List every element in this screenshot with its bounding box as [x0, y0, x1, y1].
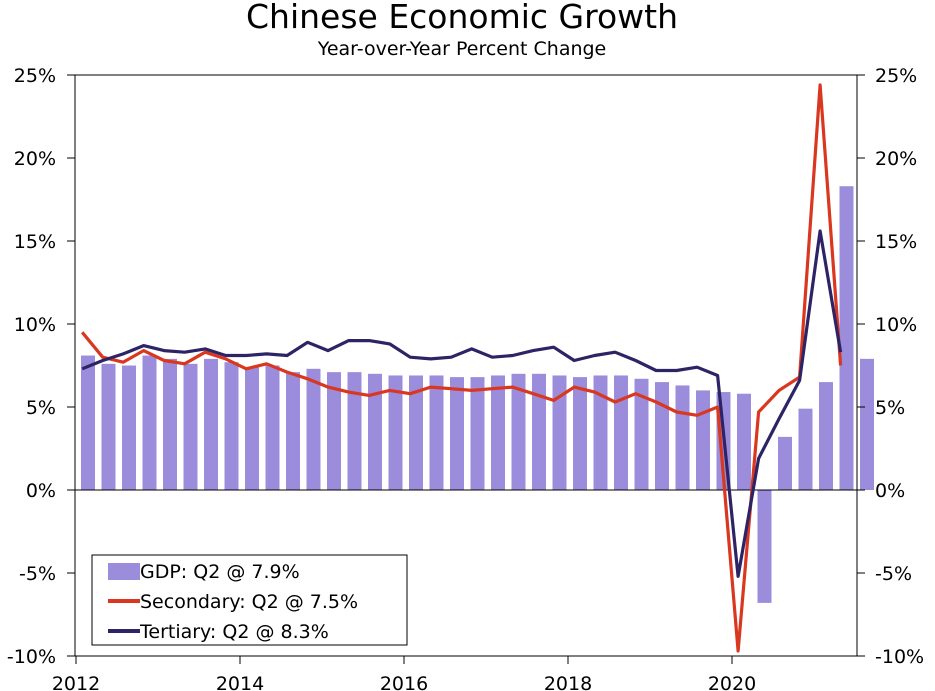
gdp-bar	[696, 390, 710, 490]
legend-tertiary-label: Tertiary: Q2 @ 8.3%	[139, 621, 329, 643]
y-tick-label-left: -10%	[7, 646, 56, 668]
y-tick-label-right: 15%	[875, 231, 917, 253]
gdp-bar	[819, 382, 833, 490]
gdp-bar	[593, 375, 608, 490]
gdp-bar	[675, 385, 690, 490]
y-tick-label-left: -5%	[19, 563, 56, 585]
gdp-bar	[183, 363, 198, 490]
gdp-bar	[798, 408, 813, 490]
gdp-bar	[368, 373, 382, 490]
tertiary-line	[81, 229, 843, 578]
gdp-bar	[409, 375, 423, 490]
y-tick-label-left: 5%	[26, 397, 56, 419]
y-tick-label-right: 0%	[875, 480, 905, 502]
x-tick-label: 2012	[52, 673, 100, 691]
chart-subtitle: Year-over-Year Percent Change	[317, 38, 607, 60]
gdp-bar	[552, 375, 567, 490]
gdp-bar	[737, 393, 751, 490]
y-axis-right: 25% 20% 15% 10% 5% 0% -5% -10%	[857, 65, 924, 668]
x-tick-label: 2016	[380, 673, 428, 691]
gdp-bar	[224, 362, 239, 490]
gdp-bar	[860, 358, 874, 490]
gdp-bar	[634, 378, 649, 490]
y-tick-label-right: 25%	[875, 65, 917, 87]
plot-frame	[74, 74, 858, 657]
gdp-bar	[839, 186, 854, 490]
gdp-bar	[532, 373, 546, 490]
gdp-bar	[757, 490, 772, 603]
y-tick-label-right: -5%	[875, 563, 912, 585]
gdp-bar	[245, 367, 259, 490]
gdp-bar	[573, 377, 587, 490]
gdp-bar	[511, 373, 526, 490]
gdp-bar	[306, 368, 321, 490]
gdp-bar	[327, 372, 341, 490]
y-tick-label-left: 15%	[14, 231, 56, 253]
gdp-bar	[101, 363, 116, 490]
gdp-bar	[286, 372, 300, 490]
gdp-bar	[204, 358, 218, 490]
gdp-bar	[778, 436, 792, 490]
y-tick-label-right: 5%	[875, 397, 905, 419]
y-tick-label-left: 25%	[14, 65, 56, 87]
x-axis: 2012 2014 2016 2018 2020	[52, 656, 756, 691]
legend-box	[91, 554, 408, 646]
gdp-bar	[491, 375, 505, 490]
gdp-bar	[429, 375, 444, 490]
gdp-bar	[347, 372, 362, 490]
gdp-bar	[122, 365, 136, 490]
y-tick-label-left: 0%	[26, 480, 56, 502]
gdp-bar	[81, 355, 95, 490]
gdp-bar	[142, 355, 157, 490]
secondary-line	[80, 83, 843, 653]
gdp-bar	[265, 365, 280, 490]
chart-title: Chinese Economic Growth	[246, 0, 678, 36]
y-tick-label-right: 20%	[875, 148, 917, 170]
legend-secondary-label: Secondary: Q2 @ 7.5%	[140, 591, 358, 613]
gdp-bar	[163, 358, 177, 490]
x-tick-label: 2014	[216, 673, 264, 691]
gdp-bar	[470, 377, 485, 490]
gdp-bar	[388, 375, 403, 490]
legend: GDP: Q2 @ 7.9% Secondary: Q2 @ 7.5% Tert…	[91, 554, 408, 646]
y-tick-label-right: 10%	[875, 314, 917, 336]
gdp-bar	[655, 382, 669, 490]
gdp-bars	[81, 186, 874, 603]
y-axis-left: 25% 20% 15% 10% 5% 0% -5% -10%	[7, 65, 75, 668]
gdp-bar	[450, 377, 464, 490]
y-tick-label-right: -10%	[875, 646, 924, 668]
x-tick-label: 2020	[708, 673, 756, 691]
y-tick-label-left: 20%	[14, 148, 56, 170]
legend-gdp-label: GDP: Q2 @ 7.9%	[140, 561, 300, 583]
legend-gdp-swatch	[108, 563, 140, 580]
x-tick-label: 2018	[544, 673, 592, 691]
gdp-bar	[614, 375, 628, 490]
y-tick-label-left: 10%	[14, 314, 56, 336]
